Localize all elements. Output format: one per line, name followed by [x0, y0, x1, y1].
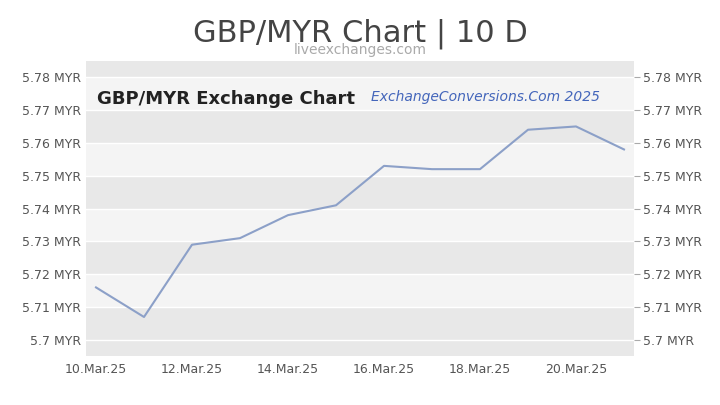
Text: liveexchanges.com: liveexchanges.com	[294, 43, 426, 57]
Bar	[86, 340, 634, 356]
Bar	[86, 176, 634, 209]
Bar	[86, 241, 634, 274]
Bar	[86, 143, 634, 176]
Text: GBP/MYR Chart | 10 D: GBP/MYR Chart | 10 D	[193, 18, 527, 49]
Text: GBP/MYR Exchange Chart: GBP/MYR Exchange Chart	[97, 90, 356, 108]
Bar	[86, 209, 634, 241]
Bar	[86, 110, 634, 143]
Text: ExchangeConversions.Com 2025: ExchangeConversions.Com 2025	[371, 90, 600, 104]
Bar	[86, 77, 634, 110]
Bar	[86, 307, 634, 340]
Bar	[86, 274, 634, 307]
